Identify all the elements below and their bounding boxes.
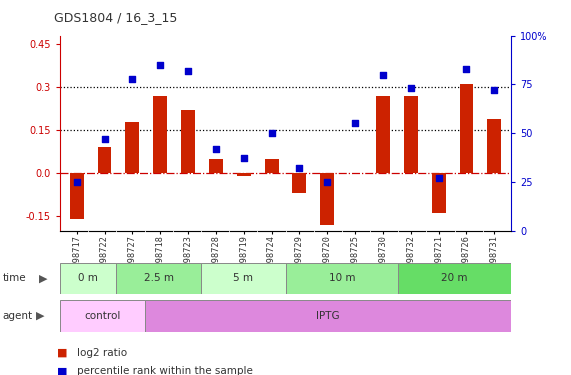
Text: 2.5 m: 2.5 m (144, 273, 174, 284)
Bar (153, 96, 167, 173)
Bar (144, 300, 511, 332)
Point (323, 179, 332, 185)
Point (295, 165, 304, 171)
Point (72, 179, 81, 185)
Text: ▶: ▶ (39, 273, 47, 284)
Point (490, 87, 499, 93)
Point (406, 85, 415, 91)
Bar (404, 96, 418, 173)
Point (156, 62, 165, 68)
Point (128, 75, 137, 81)
Point (267, 130, 276, 136)
Text: GDS1804 / 16_3_15: GDS1804 / 16_3_15 (54, 11, 178, 24)
Text: control: control (84, 311, 120, 321)
Bar (237, 173, 251, 176)
Bar (126, 122, 139, 173)
Point (239, 156, 248, 162)
Point (462, 66, 471, 72)
Point (351, 120, 360, 126)
Text: time: time (3, 273, 26, 284)
Bar (201, 262, 286, 294)
Bar (286, 262, 399, 294)
Text: 0 m: 0 m (78, 273, 98, 284)
Text: ■: ■ (57, 348, 67, 357)
Point (379, 72, 388, 78)
Bar (264, 159, 279, 173)
Bar (292, 173, 307, 194)
Bar (60, 300, 144, 332)
Bar (98, 147, 111, 173)
Bar (376, 96, 390, 173)
Bar (60, 262, 116, 294)
Point (434, 175, 443, 181)
Text: agent: agent (3, 311, 33, 321)
Bar (181, 110, 195, 173)
Text: 20 m: 20 m (441, 273, 468, 284)
Bar (432, 173, 445, 213)
Point (100, 136, 109, 142)
Bar (460, 84, 473, 173)
Text: 5 m: 5 m (233, 273, 253, 284)
Text: IPTG: IPTG (316, 311, 340, 321)
Point (211, 146, 220, 152)
Text: ▶: ▶ (36, 311, 45, 321)
Text: 10 m: 10 m (329, 273, 355, 284)
Bar (70, 173, 83, 219)
Bar (116, 262, 201, 294)
Text: percentile rank within the sample: percentile rank within the sample (77, 366, 253, 375)
Bar (209, 159, 223, 173)
Text: log2 ratio: log2 ratio (77, 348, 127, 357)
Bar (320, 173, 334, 225)
Bar (399, 262, 511, 294)
Text: ■: ■ (57, 366, 67, 375)
Bar (488, 119, 501, 173)
Point (183, 68, 192, 74)
